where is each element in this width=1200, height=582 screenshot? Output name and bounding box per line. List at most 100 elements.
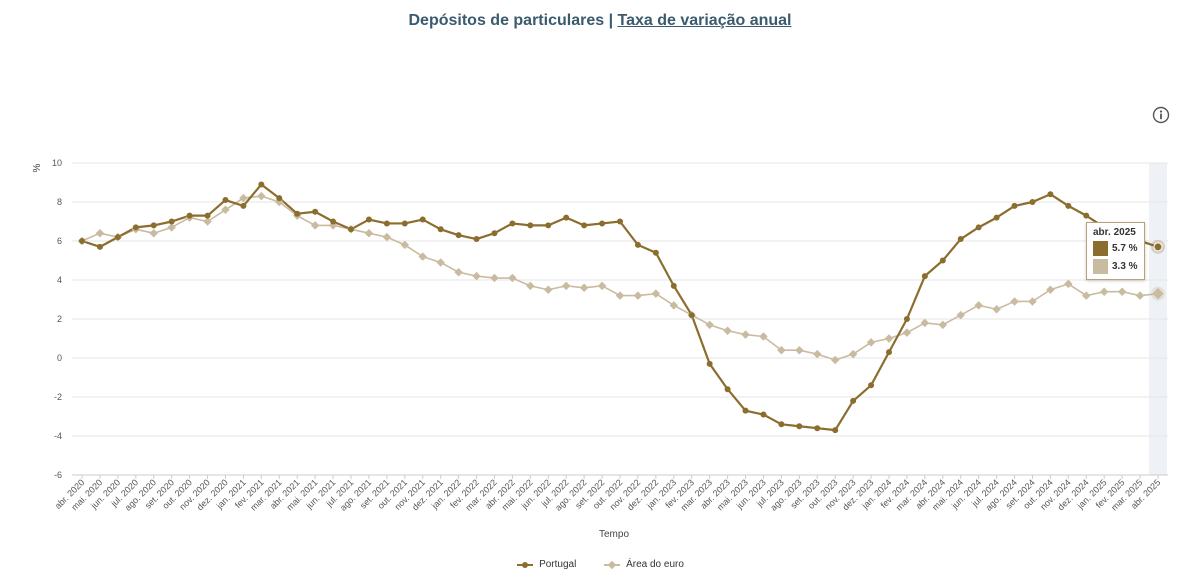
- data-point-portugal: [204, 212, 211, 219]
- data-point-portugal: [527, 222, 534, 229]
- data-point-portugal: [312, 208, 319, 215]
- data-point-portugal: [778, 421, 785, 428]
- data-point-euro: [848, 349, 858, 359]
- data-point-euro: [579, 283, 589, 293]
- data-point-portugal: [886, 349, 892, 356]
- data-point-portugal: [437, 226, 444, 233]
- data-point-euro: [561, 281, 571, 291]
- y-tick-label: 4: [57, 275, 62, 285]
- tooltip-row-euro: 3.3 %: [1093, 259, 1138, 274]
- data-point-portugal: [132, 224, 139, 231]
- data-point-euro: [723, 326, 732, 335]
- chart-title-link[interactable]: Taxa de variação anual: [617, 12, 792, 29]
- data-point-euro: [221, 205, 230, 215]
- data-point-portugal: [868, 382, 875, 389]
- data-point-euro: [830, 355, 840, 365]
- data-point-portugal: [330, 218, 337, 225]
- data-point-euro: [436, 258, 445, 267]
- data-point-euro: [902, 328, 912, 337]
- data-point-portugal: [419, 216, 426, 223]
- legend-item-portugal[interactable]: Portugal: [516, 559, 576, 570]
- data-point-euro: [1135, 291, 1145, 300]
- y-tick-label: 8: [57, 197, 62, 207]
- data-point-portugal: [563, 214, 570, 221]
- y-tick-label: 0: [57, 353, 62, 363]
- data-point-portugal: [634, 241, 641, 248]
- data-point-euro: [1082, 291, 1091, 300]
- data-point-euro: [597, 281, 607, 291]
- data-point-euro: [310, 221, 320, 230]
- legend-marker-euro: [604, 560, 621, 569]
- data-point-portugal: [814, 425, 821, 432]
- data-point-euro: [382, 232, 392, 242]
- data-point-portugal: [383, 220, 390, 227]
- data-point-euro: [777, 345, 786, 355]
- data-point-portugal: [365, 216, 372, 223]
- data-point-portugal: [545, 222, 552, 229]
- tooltip-row-portugal: 5.7 %: [1093, 241, 1138, 256]
- data-point-euro: [1028, 297, 1037, 306]
- data-point-portugal: [724, 386, 731, 393]
- data-point-portugal: [258, 181, 265, 188]
- data-point-euro: [633, 291, 643, 300]
- y-tick-label: 2: [57, 314, 62, 324]
- data-point-portugal: [79, 238, 85, 244]
- legend-label-portugal: Portugal: [539, 559, 577, 570]
- data-point-portugal: [670, 282, 677, 289]
- tooltip-swatch-portugal: [1093, 241, 1108, 256]
- legend-label-euro: Área do euro: [626, 559, 684, 570]
- data-point-euro: [956, 310, 965, 320]
- data-point-portugal: [186, 212, 193, 219]
- data-point-euro: [149, 228, 158, 238]
- data-point-portugal: [742, 407, 749, 414]
- data-point-euro: [544, 285, 553, 294]
- info-circle-icon[interactable]: [1152, 106, 1170, 124]
- data-point-portugal: [796, 423, 803, 430]
- data-point-euro: [1152, 287, 1164, 300]
- data-point-portugal: [276, 195, 283, 202]
- data-point-portugal: [903, 316, 910, 322]
- data-point-euro: [741, 330, 750, 339]
- data-point-portugal: [1153, 242, 1163, 252]
- data-point-portugal: [617, 218, 623, 225]
- data-point-portugal: [921, 273, 928, 280]
- data-point-portugal: [401, 220, 408, 227]
- y-axis-title: %: [32, 163, 43, 172]
- data-point-euro: [866, 338, 876, 347]
- data-point-euro: [813, 349, 822, 359]
- data-point-portugal: [168, 218, 175, 225]
- data-point-portugal: [688, 312, 695, 319]
- data-point-euro: [651, 289, 661, 298]
- data-point-portugal: [1065, 202, 1072, 209]
- data-point-portugal: [294, 210, 301, 217]
- tooltip-value-portugal: 5.7 %: [1112, 243, 1138, 254]
- data-point-euro: [974, 301, 983, 310]
- data-point-euro: [257, 191, 266, 201]
- data-point-portugal: [509, 220, 516, 227]
- data-point-euro: [526, 281, 535, 291]
- y-tick-label: 6: [57, 236, 62, 246]
- data-point-portugal: [96, 243, 103, 250]
- data-point-euro: [992, 305, 1001, 314]
- data-point-portugal: [491, 230, 498, 237]
- data-point-portugal: [348, 226, 354, 233]
- x-axis-title: Tempo: [599, 529, 629, 540]
- data-point-euro: [795, 345, 804, 355]
- data-point-portugal: [993, 214, 1000, 221]
- data-point-euro: [203, 217, 212, 226]
- y-tick-label: -6: [54, 470, 62, 480]
- y-tick-label: -4: [54, 431, 62, 441]
- legend-item-euro[interactable]: Área do euro: [603, 559, 684, 570]
- data-point-euro: [1010, 297, 1019, 306]
- data-point-euro: [508, 273, 517, 283]
- tooltip-value-euro: 3.3 %: [1112, 261, 1138, 272]
- data-point-euro: [669, 301, 679, 310]
- data-point-euro: [490, 273, 499, 283]
- data-point-portugal: [222, 197, 229, 204]
- data-point-portugal: [957, 236, 964, 243]
- data-point-portugal: [850, 397, 857, 404]
- data-point-portugal: [1029, 199, 1036, 205]
- data-point-portugal: [939, 257, 946, 264]
- data-point-euro: [615, 291, 625, 300]
- legend-marker-portugal: [517, 561, 534, 568]
